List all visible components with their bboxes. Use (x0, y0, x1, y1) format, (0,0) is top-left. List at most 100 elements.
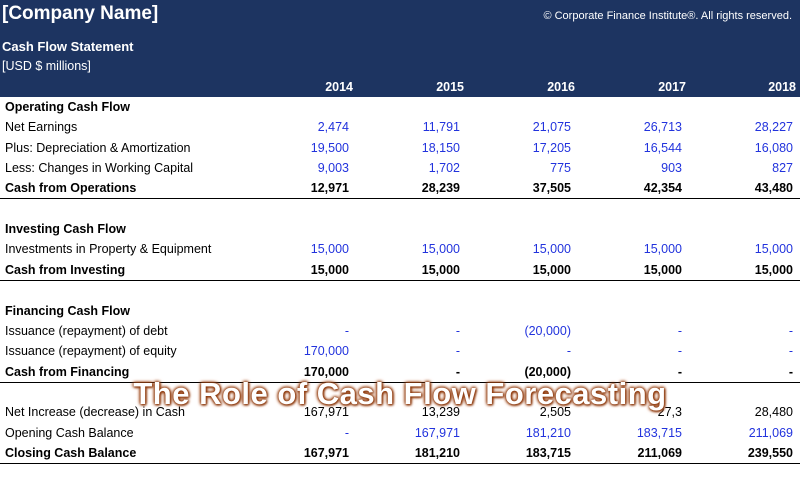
value-cell: 28,480 (754, 405, 793, 420)
value-cell: 170,000 (303, 364, 349, 379)
value-cell: 16,080 (754, 140, 793, 155)
value-cell: 28,239 (421, 181, 460, 196)
overlay-title: The Role of Cash Flow Forecasting (133, 376, 667, 411)
value-cell: 239,550 (747, 445, 793, 460)
spacer-row (0, 199, 800, 219)
value-cell: - (677, 364, 682, 379)
value-cell: 15,000 (532, 242, 571, 257)
year-header: 2015 (436, 80, 464, 94)
row-label: Plus: Depreciation & Amortization (5, 140, 191, 155)
section-header-row: Financing Cash Flow (0, 301, 800, 321)
statement-units: [USD $ millions] (2, 59, 91, 73)
value-cell: - (344, 425, 349, 440)
value-cell: 15,000 (643, 242, 682, 257)
row-label: Cash from Financing (5, 364, 130, 379)
value-cell: 17,205 (532, 140, 571, 155)
total-row: Cash from Investing 15,000 15,000 15,000 15,… (0, 260, 800, 281)
value-cell: 15,000 (310, 242, 349, 257)
value-cell: 18,150 (421, 140, 460, 155)
value-cell: 21,075 (532, 120, 571, 135)
year-header: 2018 (768, 80, 796, 94)
value-cell: - (677, 344, 682, 359)
table-row: Net Earnings 2,474 11,791 21,075 26,713 28,22… (0, 117, 800, 137)
table-row: Investments in Property & Equipment 15,00… (0, 239, 800, 259)
value-cell: 27,3 (657, 405, 682, 420)
row-label: Investments in Property & Equipment (5, 242, 212, 257)
year-header: 2016 (547, 80, 575, 94)
row-label: Cash from Investing (5, 262, 126, 277)
value-cell: 1,702 (428, 161, 460, 176)
total-row: Closing Cash Balance 167,971 181,210 183,71… (0, 443, 800, 464)
table-row: Issuance (repayment) of debt - - (20,000) - - (0, 321, 800, 341)
value-cell: 2,474 (317, 120, 349, 135)
value-cell: - (677, 323, 682, 338)
value-cell: 13,239 (421, 405, 460, 420)
table-row: Net Increase (decrease) in Cash 167,971 13… (0, 402, 800, 422)
copyright-notice: © Corporate Finance Institute®. All righ… (543, 10, 792, 22)
value-cell: - (566, 344, 571, 359)
value-cell: 15,000 (310, 262, 349, 277)
total-row: Cash from Operations 12,971 28,239 37,505 42… (0, 178, 800, 200)
row-label: Investing Cash Flow (5, 222, 126, 237)
value-cell: 211,069 (637, 445, 683, 460)
section-header-row: Operating Cash Flow (0, 97, 800, 117)
row-label: Issuance (repayment) of debt (5, 323, 168, 338)
year-header-row: 2014 2015 2016 2017 2018 (0, 80, 800, 97)
value-cell: 15,000 (754, 242, 793, 257)
value-cell: - (344, 323, 349, 338)
value-cell: - (455, 344, 460, 359)
value-cell: 167,971 (303, 405, 349, 420)
row-label: Issuance (repayment) of equity (5, 344, 177, 359)
row-label: Less: Changes in Working Capital (5, 161, 194, 176)
table-row: Plus: Depreciation & Amortization 19,500 1… (0, 138, 800, 158)
value-cell: - (455, 364, 460, 379)
value-cell: 181,210 (414, 445, 460, 460)
statement-header: [Company Name] © Corporate Finance Insti… (0, 0, 800, 97)
value-cell: - (455, 323, 460, 338)
value-cell: 181,210 (525, 425, 571, 440)
value-cell: 2,505 (539, 405, 571, 420)
value-cell: 28,227 (754, 120, 793, 135)
value-cell: 183,715 (636, 425, 682, 440)
value-cell: 903 (661, 161, 682, 176)
value-cell: 183,715 (525, 445, 571, 460)
row-label: Net Earnings (5, 120, 78, 135)
value-cell: 211,069 (748, 425, 793, 440)
value-cell: 15,000 (421, 262, 460, 277)
table-row: Issuance (repayment) of equity 170,000 - - -… (0, 341, 800, 361)
row-label: Operating Cash Flow (5, 100, 131, 114)
row-label: Financing Cash Flow (5, 303, 131, 318)
value-cell: 15,000 (754, 262, 793, 277)
value-cell: 16,544 (643, 140, 682, 155)
value-cell: 15,000 (421, 242, 460, 257)
value-cell: 167,971 (414, 425, 460, 440)
table-row: Less: Changes in Working Capital 9,003 1,7… (0, 158, 800, 178)
value-cell: (20,000) (524, 364, 571, 379)
value-cell: 19,500 (310, 140, 349, 155)
value-cell: 12,971 (310, 181, 349, 196)
year-header: 2017 (658, 80, 686, 94)
section-header-row: Investing Cash Flow (0, 219, 800, 239)
table-row: Opening Cash Balance - 167,971 181,210 183,7… (0, 423, 800, 443)
value-cell: 15,000 (532, 262, 571, 277)
row-label: Cash from Operations (5, 181, 137, 196)
row-label: Opening Cash Balance (5, 425, 134, 440)
statement-title: Cash Flow Statement (2, 39, 134, 54)
value-cell: 827 (772, 161, 793, 176)
value-cell: 37,505 (532, 181, 571, 196)
value-cell: 42,354 (643, 181, 682, 196)
row-label: Net Increase (decrease) in Cash (5, 405, 185, 420)
value-cell: 170,000 (303, 344, 349, 359)
value-cell: 43,480 (754, 181, 793, 196)
value-cell: 15,000 (643, 262, 682, 277)
value-cell: - (788, 364, 793, 379)
company-name: [Company Name] (2, 3, 159, 24)
value-cell: 11,791 (422, 120, 460, 135)
value-cell: (20,000) (524, 323, 571, 338)
spacer-row (0, 280, 800, 300)
row-label: Closing Cash Balance (5, 445, 137, 460)
year-header: 2014 (325, 80, 353, 94)
total-row: Cash from Financing 170,000 - (20,000) - - (0, 362, 800, 383)
value-cell: - (788, 344, 793, 359)
value-cell: 775 (550, 161, 571, 176)
